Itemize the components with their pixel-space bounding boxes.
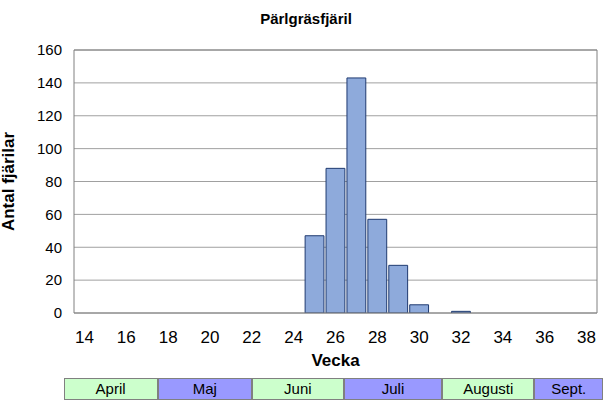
svg-text:36: 36 [535, 328, 554, 347]
html-text:Juli: Juli [381, 380, 405, 397]
svg-text:32: 32 [452, 328, 471, 347]
svg-text:18: 18 [159, 328, 178, 347]
svg-text:80: 80 [45, 173, 62, 190]
html-text:Sept.: Sept. [551, 380, 587, 397]
svg-text:22: 22 [242, 328, 261, 347]
svg-text:16: 16 [117, 328, 136, 347]
svg-text:24: 24 [284, 328, 303, 347]
svg-text:Vecka: Vecka [311, 351, 360, 370]
svg-text:14: 14 [75, 328, 94, 347]
svg-text:38: 38 [577, 328, 596, 347]
svg-text:Antal fjärilar: Antal fjärilar [8, 132, 18, 232]
svg-text:0: 0 [54, 304, 62, 321]
svg-text:20: 20 [201, 328, 220, 347]
html-text:April: April [95, 380, 126, 397]
svg-text:40: 40 [45, 239, 62, 256]
svg-text:100: 100 [37, 140, 62, 157]
svg-text:30: 30 [410, 328, 429, 347]
html-text:Juni: Juni [284, 380, 312, 397]
svg-text:26: 26 [326, 328, 345, 347]
html-text:Maj: Maj [192, 380, 217, 397]
svg-text:60: 60 [45, 206, 62, 223]
svg-text:28: 28 [368, 328, 387, 347]
svg-text:140: 140 [37, 74, 62, 91]
svg-text:120: 120 [37, 107, 62, 124]
html-text:Augusti: Augusti [463, 380, 514, 397]
html-text:Pärlgräsfjäril: Pärlgräsfjäril [260, 10, 352, 27]
svg-text:34: 34 [493, 328, 512, 347]
svg-text:20: 20 [45, 271, 62, 288]
svg-text:160: 160 [37, 41, 62, 58]
